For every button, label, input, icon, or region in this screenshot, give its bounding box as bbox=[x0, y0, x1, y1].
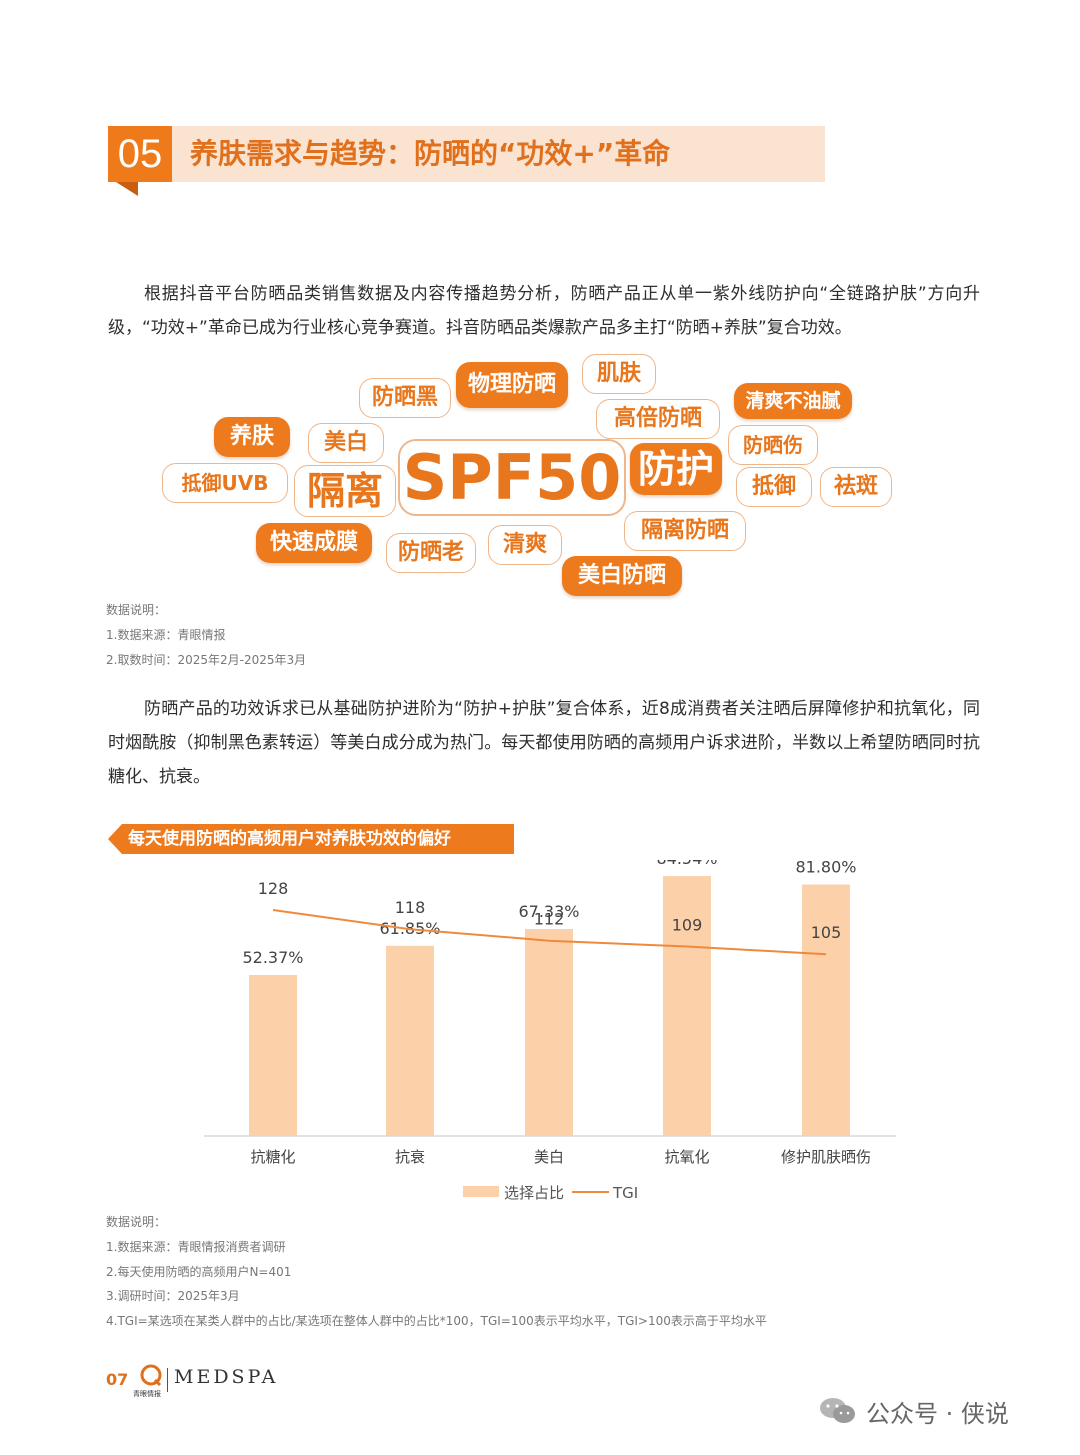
watermark-text: 公众号 · 侠说 bbox=[866, 1400, 1009, 1428]
tag-resist-uvb: 抵御UVB bbox=[162, 463, 288, 503]
tag-isolation: 隔离 bbox=[294, 465, 396, 517]
notes2-tgi-definition: 4.TGI=某选项在某类人群中的占比/某选项在整体人群中的占比*100，TGI=… bbox=[106, 1314, 767, 1328]
tag-fast-film: 快速成膜 bbox=[256, 523, 372, 563]
notes1-source: 1.数据来源：青眼情报 bbox=[106, 628, 226, 642]
bar-value-label: 52.37% bbox=[242, 948, 303, 967]
qingyan-logo-icon bbox=[140, 1364, 162, 1387]
bar-value-label: 67.33% bbox=[518, 902, 579, 921]
bar-4 bbox=[802, 884, 850, 1136]
tag-skin: 肌肤 bbox=[582, 354, 656, 394]
notes1-heading: 数据说明： bbox=[106, 603, 167, 617]
section-title: 养肤需求与趋势：防晒的“功效+”革命 bbox=[190, 137, 671, 170]
tgi-value-label: 128 bbox=[258, 879, 289, 898]
logo-divider bbox=[167, 1368, 168, 1392]
tag-resist: 抵御 bbox=[736, 467, 812, 507]
chart-title: 每天使用防晒的高频用户对养肤功效的偏好 bbox=[128, 829, 451, 849]
wechat-icon bbox=[820, 1398, 855, 1423]
tag-physical-sunscreen: 物理防晒 bbox=[456, 362, 568, 408]
intro-paragraph: 根据抖音平台防晒品类销售数据及内容传播趋势分析，防晒产品正从单一紫外线防护向“全… bbox=[108, 284, 980, 338]
category-label: 抗氧化 bbox=[664, 1148, 709, 1166]
notes2-heading: 数据说明： bbox=[106, 1215, 167, 1229]
tgi-value-label: 105 bbox=[811, 923, 842, 942]
tag-whitening-sunscreen: 美白防晒 bbox=[562, 556, 682, 596]
section-number-tail bbox=[116, 182, 138, 196]
chart-banner bbox=[108, 824, 514, 854]
bar-value-label: 81.80% bbox=[795, 860, 856, 877]
category-label: 抗衰 bbox=[395, 1148, 425, 1166]
bar-3 bbox=[663, 876, 711, 1136]
legend-bar-swatch bbox=[463, 1186, 499, 1197]
bar-value-label: 84.54% bbox=[656, 860, 717, 868]
section-header-band bbox=[108, 126, 825, 182]
bar-2 bbox=[525, 929, 573, 1136]
page-number: 07 bbox=[106, 1370, 129, 1389]
tgi-value-label: 109 bbox=[672, 915, 703, 934]
tag-spf50: SPF50 bbox=[398, 439, 626, 516]
medspa-logo: MEDSPA bbox=[174, 1366, 279, 1388]
legend-bar-label: 选择占比 bbox=[504, 1184, 564, 1202]
tag-high-spf: 高倍防晒 bbox=[596, 399, 720, 439]
tag-fresh: 清爽 bbox=[488, 525, 562, 565]
notes1-period: 2.取数时间：2025年2月-2025年3月 bbox=[106, 653, 307, 667]
legend-line-label: TGI bbox=[612, 1184, 638, 1202]
bar-1 bbox=[386, 945, 434, 1136]
tgi-line bbox=[272, 909, 827, 956]
qingyan-logo-text: 青眼情报 bbox=[133, 1390, 161, 1398]
tag-isolation-sunscreen: 隔离防晒 bbox=[624, 511, 746, 551]
section-number: 05 bbox=[108, 126, 172, 182]
tag-whitening: 美白 bbox=[308, 423, 384, 463]
tag-anti-sunburn: 防晒伤 bbox=[728, 425, 818, 465]
tgi-value-label: 112 bbox=[534, 910, 565, 929]
category-label: 抗糖化 bbox=[250, 1148, 295, 1166]
notes2-source: 1.数据来源：青眼情报消费者调研 bbox=[106, 1240, 286, 1254]
tag-anti-tanning: 防晒黑 bbox=[359, 378, 451, 418]
chart: 52.37%61.85%67.33%84.54%81.80% 128118112… bbox=[204, 860, 896, 1202]
tgi-value-label: 118 bbox=[395, 898, 426, 917]
tag-nourish: 养肤 bbox=[214, 417, 290, 457]
category-label: 修护肌肤晒伤 bbox=[781, 1148, 871, 1166]
notes2-date: 3.调研时间：2025年3月 bbox=[106, 1289, 240, 1303]
tag-protection: 防护 bbox=[630, 443, 722, 495]
notes2-sample: 2.每天使用防晒的高频用户N=401 bbox=[106, 1265, 292, 1279]
tag-fresh-non-greasy: 清爽不油腻 bbox=[734, 383, 852, 419]
tag-spot-removal: 祛斑 bbox=[820, 467, 892, 507]
category-label: 美白 bbox=[534, 1148, 564, 1166]
tag-anti-aging-sun: 防晒老 bbox=[386, 533, 476, 573]
body-paragraph: 防晒产品的功效诉求已从基础防护进阶为“防护+护肤”复合体系，近8成消费者关注晒后… bbox=[108, 699, 980, 787]
bar-0 bbox=[249, 975, 297, 1136]
